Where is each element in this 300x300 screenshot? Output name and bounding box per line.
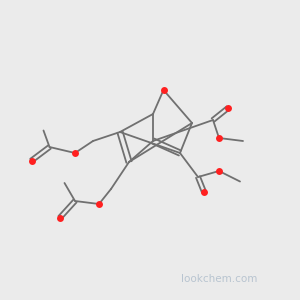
- Text: lookchem.com: lookchem.com: [181, 274, 257, 284]
- Point: [97, 202, 101, 206]
- Point: [161, 88, 166, 92]
- Point: [73, 151, 77, 155]
- Point: [58, 215, 62, 220]
- Point: [202, 190, 206, 194]
- Point: [217, 136, 221, 140]
- Point: [226, 106, 230, 110]
- Point: [217, 169, 221, 173]
- Point: [29, 158, 34, 163]
